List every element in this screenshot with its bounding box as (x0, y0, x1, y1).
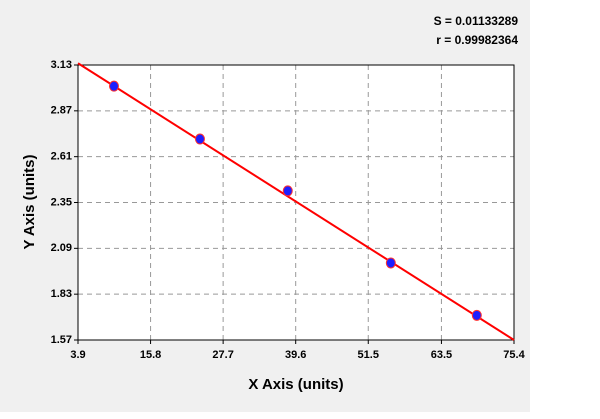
x-tick-label: 39.6 (285, 349, 306, 361)
x-tick-label: 75.4 (503, 349, 525, 361)
x-tick-label: 51.5 (358, 349, 379, 361)
data-point (108, 80, 119, 92)
y-tick-label: 3.13 (51, 59, 72, 71)
y-tick-label: 1.57 (51, 334, 72, 346)
data-point (471, 309, 482, 321)
data-point (282, 185, 293, 197)
x-tick-label: 15.8 (140, 349, 161, 361)
y-axis-title: Y Axis (units) (21, 154, 38, 249)
y-tick-label: 1.83 (51, 288, 72, 300)
x-tick-label: 27.7 (212, 349, 233, 361)
data-point (385, 257, 396, 269)
y-tick-label: 2.09 (51, 242, 72, 254)
x-tick-label: 3.9 (70, 349, 85, 361)
annotation: S = 0.01133289 (434, 14, 519, 28)
x-axis-title: X Axis (units) (248, 376, 343, 393)
fit-line (77, 62, 515, 341)
y-tick-label: 2.87 (51, 105, 72, 117)
annotation: r = 0.99982364 (436, 33, 518, 47)
data-point (194, 133, 205, 145)
x-tick-label: 63.5 (431, 349, 452, 361)
y-tick-label: 2.61 (51, 151, 72, 163)
y-tick-label: 2.35 (51, 196, 72, 208)
